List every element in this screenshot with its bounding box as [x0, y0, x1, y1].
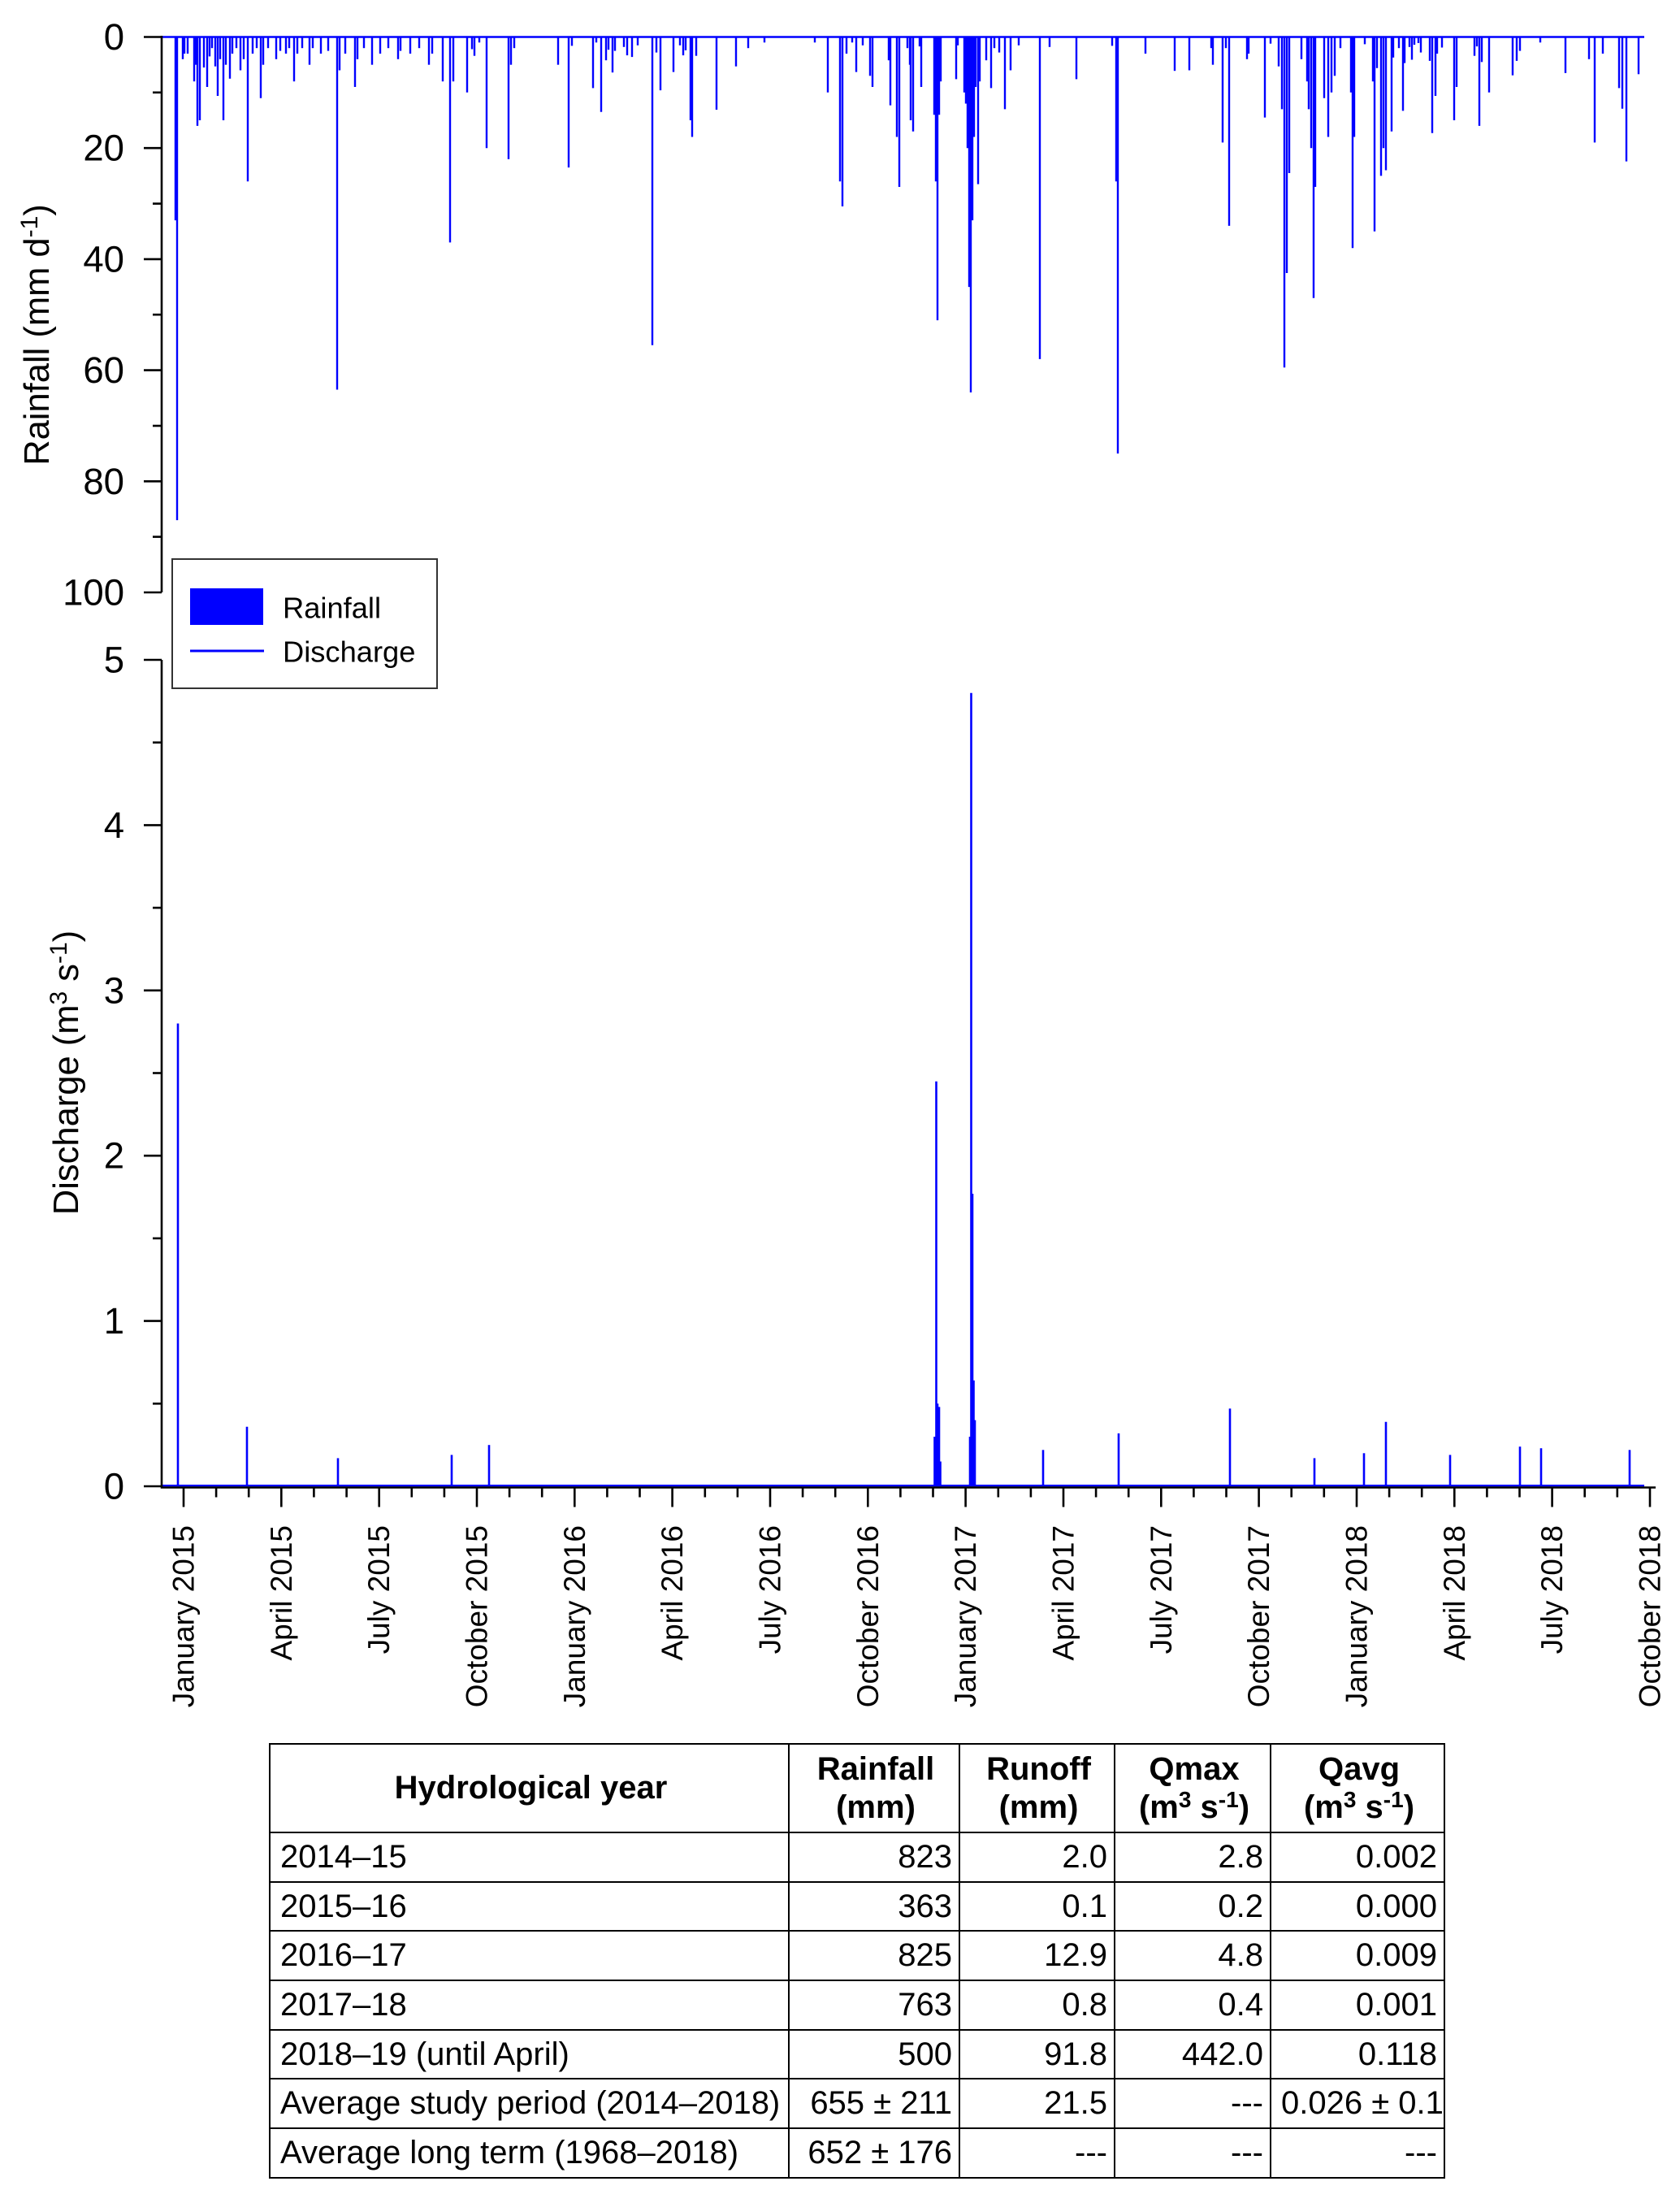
svg-text:0: 0: [104, 16, 124, 58]
svg-text:October 2017: October 2017: [1242, 1525, 1275, 1707]
svg-text:80: 80: [83, 461, 124, 502]
svg-text:0: 0: [104, 1466, 124, 1507]
svg-text:July 2018: July 2018: [1535, 1525, 1569, 1654]
svg-text:4: 4: [104, 804, 124, 846]
svg-text:January 2015: January 2015: [167, 1525, 201, 1707]
svg-text:April 2017: April 2017: [1047, 1525, 1080, 1661]
svg-text:Discharge (m3 s-1): Discharge (m3 s-1): [45, 930, 86, 1215]
svg-text:April 2016: April 2016: [656, 1525, 689, 1661]
svg-text:3: 3: [104, 969, 124, 1011]
svg-text:100: 100: [63, 572, 124, 614]
svg-text:January 2016: January 2016: [558, 1525, 591, 1707]
svg-text:July 2017: July 2017: [1145, 1525, 1178, 1654]
svg-text:20: 20: [83, 128, 124, 169]
svg-text:January 2017: January 2017: [949, 1525, 982, 1707]
svg-text:January 2018: January 2018: [1340, 1525, 1374, 1707]
svg-text:5: 5: [104, 640, 124, 681]
svg-text:July 2016: July 2016: [754, 1525, 787, 1654]
svg-text:Rainfall: Rainfall: [283, 592, 381, 625]
svg-text:60: 60: [83, 349, 124, 391]
svg-text:April 2015: April 2015: [265, 1525, 298, 1661]
svg-text:April 2018: April 2018: [1438, 1525, 1471, 1661]
svg-text:1: 1: [104, 1300, 124, 1342]
svg-text:Discharge: Discharge: [283, 635, 415, 669]
svg-text:2: 2: [104, 1135, 124, 1177]
svg-text:Rainfall (mm d-1): Rainfall (mm d-1): [16, 204, 57, 466]
svg-text:October 2015: October 2015: [461, 1525, 494, 1707]
svg-text:July 2015: July 2015: [362, 1525, 396, 1654]
svg-text:October 2016: October 2016: [851, 1525, 885, 1707]
svg-text:40: 40: [83, 238, 124, 280]
svg-text:October 2018: October 2018: [1634, 1525, 1667, 1707]
